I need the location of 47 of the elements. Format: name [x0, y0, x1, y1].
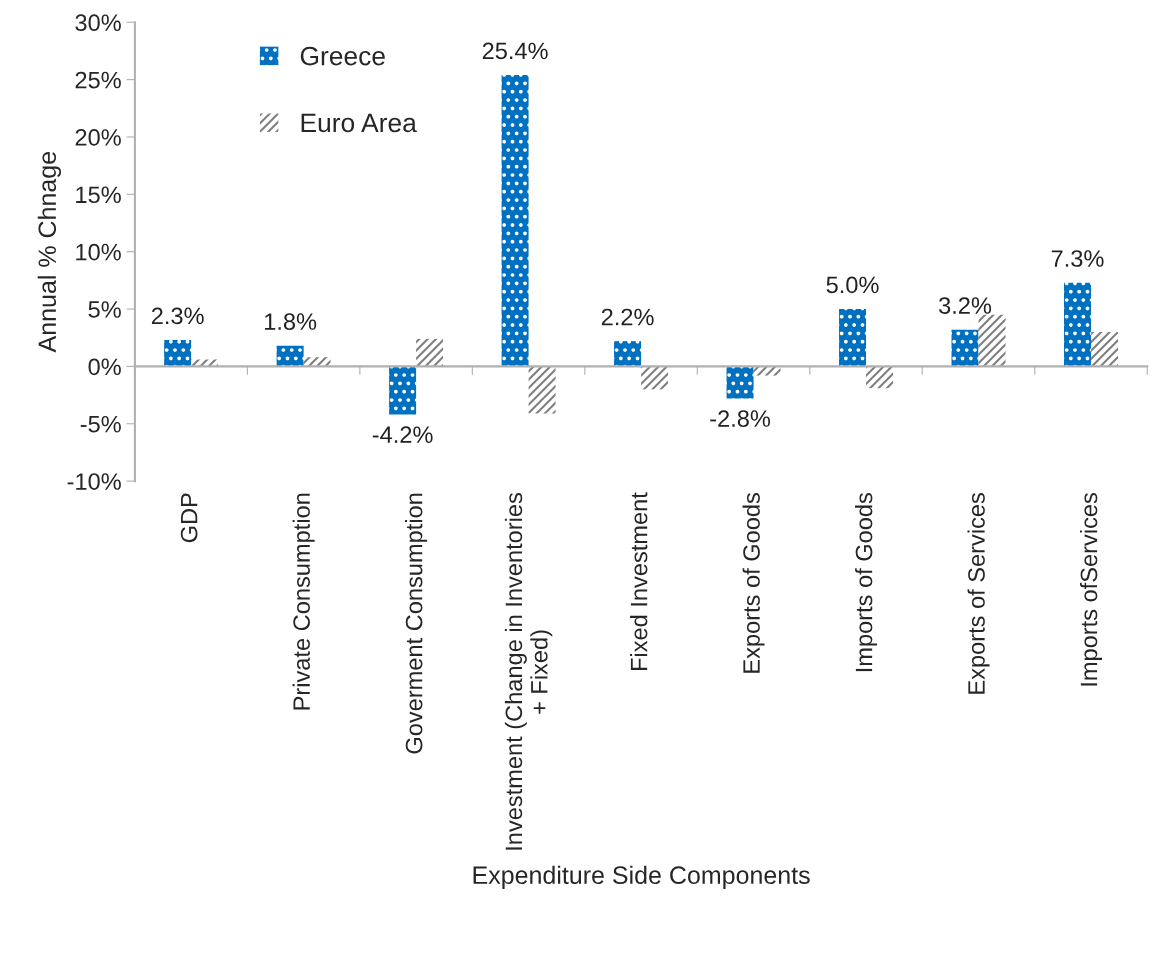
y-tick-label: 0%	[88, 358, 121, 376]
y-tick-label: 15%	[76, 186, 121, 204]
y-tick-label: 10%	[76, 243, 121, 261]
bar	[1090, 331, 1118, 367]
bar	[276, 345, 304, 367]
data-label: -2.8%	[710, 410, 771, 427]
data-label: -4.2%	[372, 426, 433, 443]
bar	[839, 309, 867, 367]
bar	[164, 340, 192, 367]
bar	[1064, 282, 1091, 367]
legend-label: Greece	[300, 46, 385, 66]
data-label: 5.0%	[826, 276, 879, 294]
data-label: 2.2%	[601, 308, 654, 326]
bar	[726, 366, 754, 399]
x-tick-label: Exports of Goods	[742, 493, 765, 673]
x-tick-label: Exports of Services	[967, 493, 990, 694]
x-tick-label: Goverment Consumption	[405, 493, 428, 754]
y-axis-title: Annual % Chnage	[37, 152, 62, 353]
data-label: 7.3%	[1051, 250, 1104, 267]
y-tick-label: 20%	[75, 129, 121, 146]
bar	[614, 341, 642, 367]
x-tick-label: Imports ofServices	[1079, 493, 1102, 686]
bar	[641, 366, 669, 390]
y-tick-label: -10%	[67, 473, 121, 490]
x-tick-label: Investment (Change in Inventories + Fixed)	[504, 493, 553, 850]
y-tick-label: 5%	[88, 301, 121, 318]
bar	[389, 366, 417, 415]
bar	[866, 366, 894, 389]
x-tick-label: Fixed Investment	[630, 492, 648, 671]
data-label: 1.8%	[265, 313, 317, 330]
data-label: 25.4%	[482, 42, 548, 60]
x-tick-label: GDP	[180, 493, 198, 543]
bar	[978, 314, 1006, 367]
x-tick-label: Imports of Goods	[855, 493, 878, 672]
bar	[951, 329, 979, 367]
bar	[501, 75, 529, 367]
y-tick-label: -5%	[80, 415, 121, 433]
bar	[753, 366, 781, 376]
y-tick-label: 25%	[75, 71, 121, 89]
data-label: 2.3%	[151, 307, 204, 325]
y-tick-label: 30%	[75, 14, 121, 32]
bar	[416, 338, 444, 367]
x-tick-label: Private Consumption	[292, 493, 315, 710]
bar	[528, 366, 556, 414]
legend-label: Euro Area	[301, 113, 417, 133]
data-label: 3.2%	[939, 297, 992, 314]
x-axis-title: Expenditure Side Components	[473, 865, 810, 889]
